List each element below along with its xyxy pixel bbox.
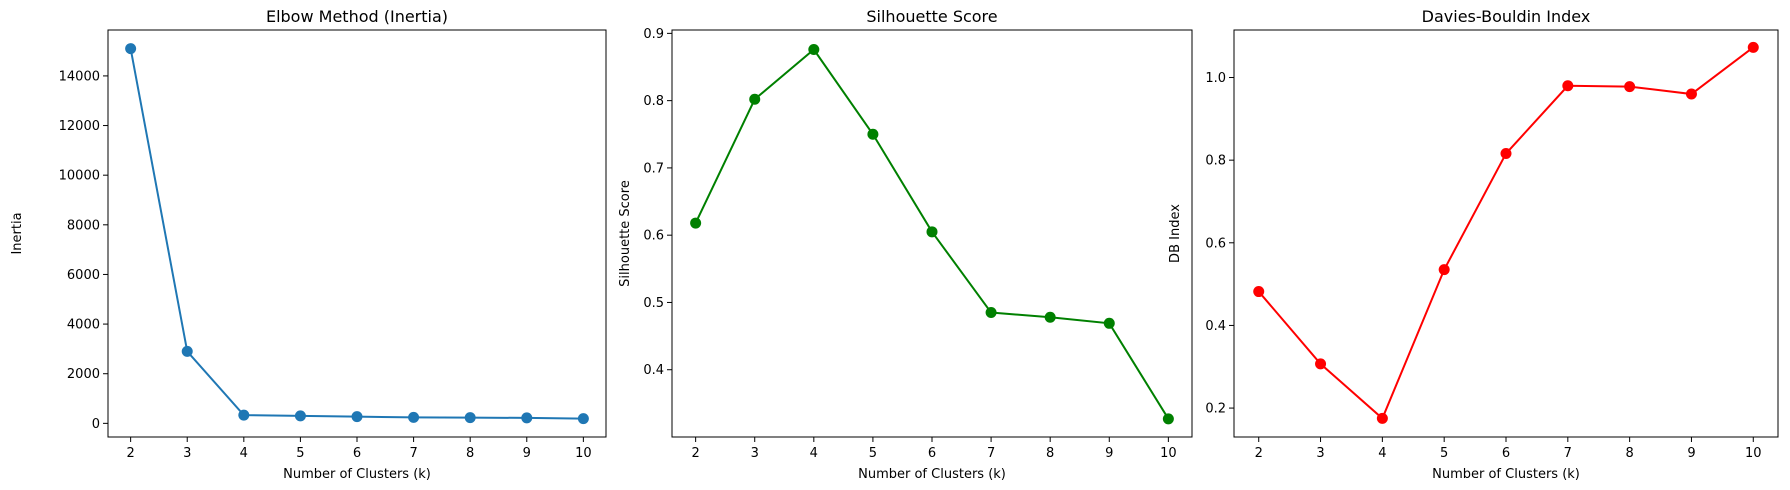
silhouette-x-tick-label: 10 xyxy=(1160,446,1177,461)
db-x-tick-label: 6 xyxy=(1502,446,1510,461)
elbow-y-tick-label: 2000 xyxy=(67,367,100,382)
elbow-data-point xyxy=(521,412,533,424)
elbow-y-tick-label: 4000 xyxy=(67,318,100,333)
silhouette-y-tick-label: 0.5 xyxy=(643,296,664,311)
db-chart-title: Davies-Bouldin Index xyxy=(1422,7,1591,26)
elbow-y-tick-label: 10000 xyxy=(59,169,100,184)
elbow-y-tick-label: 8000 xyxy=(67,218,100,233)
elbow-y-tick-label: 6000 xyxy=(67,268,100,283)
db-series-line xyxy=(1257,46,1754,421)
db-x-tick-label: 7 xyxy=(1564,446,1572,461)
silhouette-x-tick-label: 3 xyxy=(751,446,759,461)
elbow-data-point xyxy=(125,43,137,55)
elbow-chart-title: Elbow Method (Inertia) xyxy=(266,7,448,26)
db-x-tick-label: 3 xyxy=(1316,446,1324,461)
db-x-tick-label: 10 xyxy=(1745,446,1762,461)
elbow-x-tick-label: 7 xyxy=(409,446,417,461)
elbow-data-point xyxy=(238,409,250,421)
db-data-point xyxy=(1438,264,1450,276)
elbow-y-tick-label: 0 xyxy=(92,417,100,432)
elbow-y-axis-label: Inertia xyxy=(10,212,25,254)
elbow-x-tick-label: 9 xyxy=(523,446,531,461)
silhouette-data-point xyxy=(867,128,879,140)
elbow-data-point xyxy=(351,411,363,423)
db-data-point xyxy=(1562,80,1574,92)
silhouette-chart-title: Silhouette Score xyxy=(866,7,997,26)
db-data-point xyxy=(1747,41,1759,53)
silhouette-score-panel: 2 3 4 5 6 7 8 9 10 0.4 0.5 0.6 0.7 0.8 0.9 Silhouette S… xyxy=(618,7,1193,482)
elbow-x-tick-label: 6 xyxy=(353,446,361,461)
elbow-x-tick-label: 10 xyxy=(575,446,592,461)
silhouette-x-tick-label: 4 xyxy=(810,446,818,461)
elbow-data-point xyxy=(294,410,306,422)
elbow-axes-frame xyxy=(107,29,607,438)
silhouette-data-point xyxy=(1044,311,1056,323)
silhouette-data-point xyxy=(985,307,997,319)
db-y-tick-label: 0.4 xyxy=(1205,319,1226,334)
silhouette-data-point xyxy=(749,93,761,105)
db-data-point xyxy=(1376,412,1388,424)
db-data-point xyxy=(1500,148,1512,160)
elbow-inertia-panel: 2 3 4 5 6 7 8 9 10 0 2000 4000 6000 8000 10000 12000 140… xyxy=(10,7,607,482)
silhouette-y-tick-label: 0.7 xyxy=(643,161,664,176)
silhouette-y-tick-label: 0.9 xyxy=(643,27,664,42)
elbow-x-tick-label: 8 xyxy=(466,446,474,461)
db-y-tick-label: 1.0 xyxy=(1205,71,1226,86)
elbow-series-line xyxy=(129,48,584,420)
elbow-x-axis-label: Number of Clusters (k) xyxy=(283,467,431,482)
silhouette-x-tick-label: 5 xyxy=(869,446,877,461)
db-y-tick-label: 0.6 xyxy=(1205,236,1226,251)
silhouette-x-tick-label: 6 xyxy=(928,446,936,461)
elbow-data-point xyxy=(577,413,589,425)
silhouette-y-tick-label: 0.4 xyxy=(643,363,664,378)
db-x-tick-label: 4 xyxy=(1378,446,1386,461)
silhouette-data-point xyxy=(1103,317,1115,329)
db-y-axis-label: DB Index xyxy=(1168,204,1183,263)
elbow-x-tick-label: 3 xyxy=(183,446,191,461)
elbow-data-point xyxy=(181,345,193,357)
silhouette-y-tick-label: 0.8 xyxy=(643,94,664,109)
silhouette-x-tick-label: 7 xyxy=(987,446,995,461)
elbow-y-tick-label: 12000 xyxy=(59,119,100,134)
silhouette-data-point xyxy=(926,226,938,238)
davies-bouldin-panel: 2 3 4 5 6 7 8 9 10 0.2 0.4 0.6 0.8 1.0 Davies-Bouldin … xyxy=(1168,7,1779,482)
silhouette-data-point xyxy=(808,44,820,56)
db-x-tick-label: 8 xyxy=(1625,446,1633,461)
db-y-tick-label: 0.2 xyxy=(1205,402,1226,417)
db-data-point xyxy=(1624,81,1636,93)
db-x-axis-label: Number of Clusters (k) xyxy=(1432,467,1580,482)
silhouette-x-tick-label: 2 xyxy=(691,446,699,461)
elbow-x-tick-label: 4 xyxy=(240,446,248,461)
elbow-x-tick-label: 2 xyxy=(126,446,134,461)
elbow-data-point xyxy=(464,412,476,424)
silhouette-y-tick-label: 0.6 xyxy=(643,229,664,244)
elbow-y-tick-label: 14000 xyxy=(59,69,100,84)
silhouette-x-tick-label: 9 xyxy=(1105,446,1113,461)
silhouette-data-point xyxy=(690,217,702,229)
silhouette-y-axis-label: Silhouette Score xyxy=(618,180,633,287)
db-y-tick-label: 0.8 xyxy=(1205,154,1226,169)
db-x-tick-label: 9 xyxy=(1687,446,1695,461)
elbow-x-tick-label: 5 xyxy=(296,446,304,461)
silhouette-data-point xyxy=(1162,413,1174,425)
db-data-point xyxy=(1685,88,1697,100)
silhouette-x-axis-label: Number of Clusters (k) xyxy=(858,467,1006,482)
db-x-tick-label: 5 xyxy=(1440,446,1448,461)
elbow-data-point xyxy=(408,411,420,423)
db-data-point xyxy=(1315,358,1327,370)
db-data-point xyxy=(1253,286,1265,298)
silhouette-x-tick-label: 8 xyxy=(1046,446,1054,461)
db-x-tick-label: 2 xyxy=(1255,446,1263,461)
